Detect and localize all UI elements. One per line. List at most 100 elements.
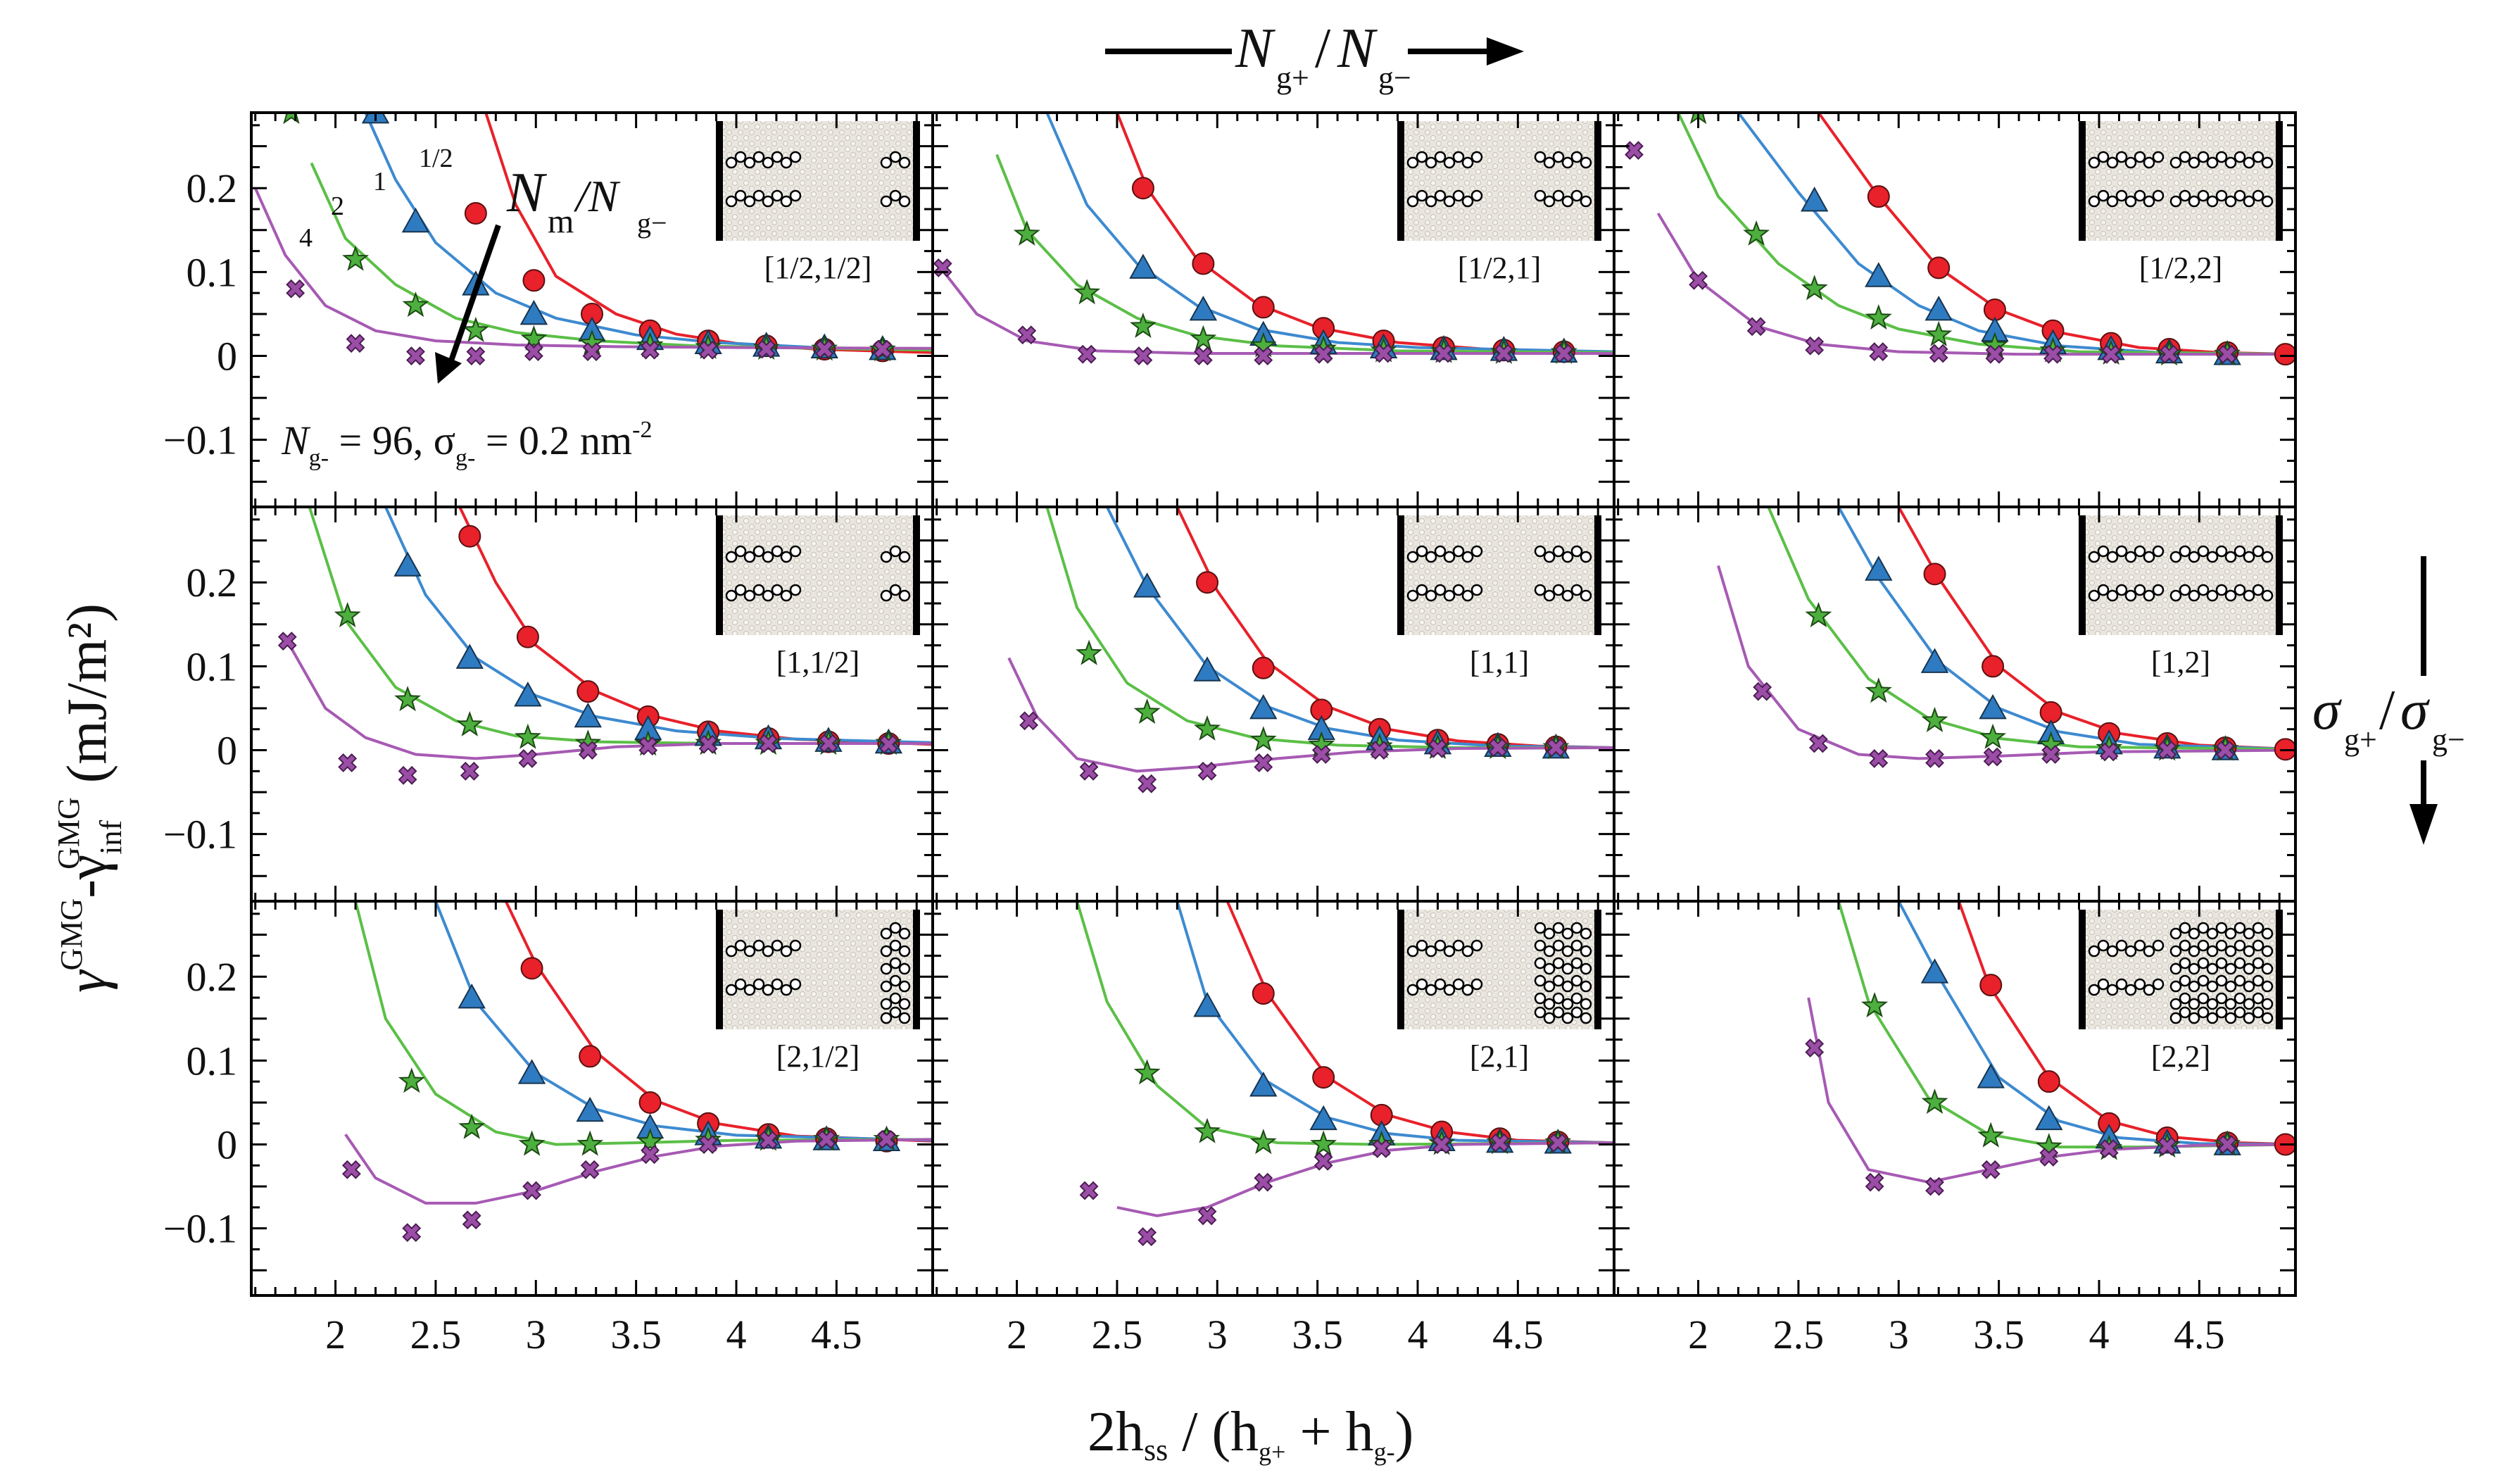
inset-bead <box>2097 151 2110 163</box>
inset-bead <box>2106 195 2119 208</box>
inset-bead <box>734 151 747 163</box>
data-point-two <box>1861 991 1889 1018</box>
inset-bead <box>1416 189 1428 202</box>
inset-bead <box>2106 589 2119 602</box>
data-point-two <box>1076 639 1102 665</box>
right-arrow-label-slash: / <box>2379 679 2395 741</box>
data-point-one <box>401 207 430 233</box>
inset-bead <box>2224 156 2237 169</box>
data-point-four <box>2217 344 2237 364</box>
inset-bead <box>1561 551 1574 563</box>
y-tick-label: 0 <box>217 728 237 774</box>
data-point-four <box>2157 741 2177 760</box>
inset-left-wall <box>716 121 723 241</box>
inset-bead <box>2224 1012 2237 1024</box>
inset-bead <box>2234 1006 2246 1019</box>
data-point-four <box>524 342 543 361</box>
data-point-two <box>1073 279 1101 305</box>
data-point-four <box>462 1210 481 1230</box>
data-point-four <box>1374 344 1394 363</box>
inset-bead <box>2179 1006 2191 1019</box>
inset-bead <box>752 939 765 952</box>
inset-bead <box>2097 189 2110 202</box>
panel-7: [2,1/2] −0.1 0 0.1 0.2 2 2.5 3 3.5 4 4.5 <box>163 900 934 1357</box>
data-point-four <box>341 1160 361 1179</box>
data-point-two <box>636 1128 664 1154</box>
ng-label-rest: = 96, σ <box>329 418 455 463</box>
inset-bead <box>789 939 802 952</box>
data-point-one <box>455 644 484 669</box>
inset-bead <box>1570 957 1583 969</box>
inset-left-wall <box>2079 515 2086 635</box>
inset-bead <box>1434 151 1447 163</box>
inset-bead <box>734 978 747 991</box>
inset-bead <box>2252 189 2264 202</box>
data-point-half <box>516 625 539 648</box>
series-line-four <box>1717 565 2295 760</box>
inset-bead <box>1570 545 1583 558</box>
inset-bead <box>1543 1012 1556 1024</box>
data-point-one <box>1249 1072 1278 1097</box>
data-point-four <box>402 1223 422 1243</box>
inset-bead <box>2179 974 2191 987</box>
xlabel-sub-gm: g- <box>1374 1438 1395 1466</box>
inset-bead <box>2206 589 2219 602</box>
data-point-four <box>819 734 838 753</box>
inset-bead <box>2206 156 2219 169</box>
inset-bead <box>743 156 756 169</box>
inset-bead <box>2115 939 2128 952</box>
inset-illustration <box>2079 515 2283 635</box>
data-point-four <box>460 761 479 781</box>
nm-ng-arrow-line <box>448 224 501 364</box>
inset-bead <box>1543 927 1556 940</box>
data-point-half <box>458 525 481 548</box>
right-axis-arrow: σ g+ / σ g− <box>2312 556 2465 845</box>
inset-bead <box>2188 195 2200 208</box>
inset-bead <box>2206 998 2219 1010</box>
inset-bead <box>1552 1006 1565 1019</box>
panel-label: [1/2,1] <box>1458 251 1542 285</box>
data-point-half <box>1252 656 1275 679</box>
inset-bead <box>2252 545 2264 558</box>
data-point-half <box>1927 256 1951 280</box>
data-point-four <box>1254 753 1273 772</box>
data-point-one <box>1133 572 1161 598</box>
data-point-four <box>1983 747 2003 767</box>
inset-bead <box>743 589 756 602</box>
data-point-four <box>406 346 425 365</box>
curve-label-half: 1/2 <box>419 144 453 173</box>
data-point-half <box>522 269 546 292</box>
inset-bead <box>1434 189 1447 202</box>
inset-bead <box>1561 156 1574 169</box>
inset-bead <box>2243 962 2255 975</box>
inset-bead <box>1570 584 1583 596</box>
inset-bead <box>2115 545 2128 558</box>
data-point-one <box>1920 958 1949 984</box>
sigma-label-rest: = 0.2 nm <box>475 418 632 463</box>
nm-ng-label-slash: /N <box>574 171 621 221</box>
inset-bead <box>1552 584 1565 596</box>
data-point-four <box>346 334 365 353</box>
inset-bead <box>1580 980 1592 993</box>
inset-bead <box>1534 974 1546 987</box>
inset-bead <box>2243 998 2255 1010</box>
y-tick-label: 0 <box>217 334 237 379</box>
inset-bead <box>2143 195 2155 208</box>
inset-bead <box>1443 589 1456 602</box>
inset-bead <box>2234 545 2246 558</box>
inset-bead <box>1452 978 1465 991</box>
inset-bead <box>2134 151 2146 163</box>
data-point-two <box>1865 303 1892 330</box>
x-tick-label: 2 <box>1688 1312 1708 1357</box>
data-point-four <box>1311 745 1331 764</box>
data-point-two <box>398 1067 425 1093</box>
inset-bead <box>889 992 902 1005</box>
y-tick-label: −0.1 <box>163 1206 237 1252</box>
inset-bead <box>2234 584 2246 596</box>
inset-background <box>1397 121 1601 241</box>
inset-bead <box>725 945 738 958</box>
inset-bead <box>780 195 793 208</box>
data-point-four <box>1925 1176 1944 1196</box>
data-point-two <box>402 291 429 318</box>
inset-bead <box>780 551 793 563</box>
